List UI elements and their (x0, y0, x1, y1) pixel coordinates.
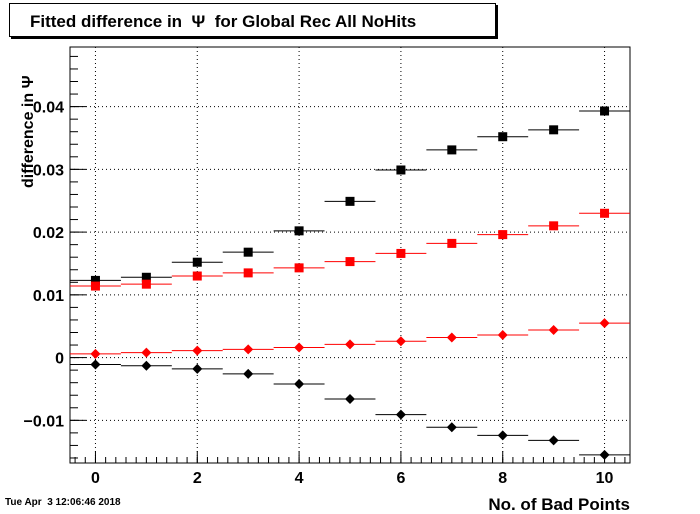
data-point-square (243, 268, 253, 278)
data-point-diamond (497, 430, 508, 441)
x-tick-label: 6 (396, 470, 405, 487)
x-tick-label: 0 (91, 470, 100, 487)
data-point-square (294, 263, 304, 273)
chart-title: Fitted difference in Ψ for Global Rec Al… (30, 12, 417, 31)
data-point-square (498, 230, 508, 240)
data-point-square (345, 257, 355, 267)
data-point-square (549, 221, 559, 231)
data-point-diamond (446, 332, 457, 343)
x-tick-label: 8 (498, 470, 507, 487)
data-point-square (345, 196, 355, 206)
data-point-diamond (548, 435, 559, 446)
data-point-diamond (395, 336, 406, 347)
y-tick-label: −0.01 (24, 413, 65, 430)
data-point-square (192, 257, 202, 267)
data-point-diamond (90, 348, 101, 359)
data-point-square (141, 279, 151, 289)
timestamp: Tue Apr 3 12:06:46 2018 (5, 497, 121, 508)
data-point-diamond (192, 345, 203, 356)
data-point-diamond (599, 449, 610, 460)
series-3 (70, 318, 630, 359)
x-tick-label: 10 (596, 470, 614, 487)
series-4 (70, 359, 630, 460)
data-point-diamond (141, 360, 152, 371)
data-point-square (90, 275, 100, 285)
data-point-diamond (446, 422, 457, 433)
data-point-diamond (599, 318, 610, 329)
data-point-square (600, 106, 610, 116)
data-point-diamond (294, 342, 305, 353)
data-series (70, 106, 630, 460)
x-tick-label: 2 (193, 470, 202, 487)
data-point-diamond (243, 344, 254, 355)
data-point-diamond (243, 368, 254, 379)
y-tick-label: 0.04 (33, 100, 64, 117)
data-point-square (192, 271, 202, 281)
data-point-square (294, 226, 304, 236)
data-point-square (447, 238, 457, 248)
data-point-square (141, 272, 151, 282)
data-point-square (396, 165, 406, 175)
data-point-square (243, 247, 253, 257)
y-tick-label: 0.02 (33, 225, 64, 242)
data-point-diamond (497, 330, 508, 340)
y-tick-label: 0 (55, 351, 64, 368)
axis-tick-labels: 0 2 4 6 8 10 −0.01 0 0.01 0.02 0.03 0.04 (24, 100, 614, 487)
data-point-square (396, 248, 406, 258)
data-point-diamond (90, 359, 101, 370)
data-point-diamond (345, 339, 355, 350)
y-tick-label: 0.03 (33, 162, 64, 179)
data-point-square (90, 281, 100, 291)
title-box: Fitted difference in Ψ for Global Rec Al… (9, 3, 496, 37)
data-point-diamond (141, 347, 152, 358)
data-point-square (549, 125, 559, 135)
data-point-diamond (294, 378, 305, 389)
y-axis-label: difference in Ψ (20, 75, 37, 188)
y-tick-label: 0.01 (33, 288, 64, 305)
data-point-diamond (395, 409, 406, 420)
x-axis-label: No. of Bad Points (488, 495, 630, 514)
data-point-diamond (548, 324, 559, 335)
data-point-diamond (192, 363, 203, 374)
data-point-square (498, 132, 508, 142)
series-2 (70, 208, 630, 291)
x-tick-label: 4 (295, 470, 304, 487)
data-point-square (447, 145, 457, 155)
data-point-square (600, 208, 610, 218)
series-1 (70, 106, 630, 285)
data-point-diamond (345, 394, 355, 404)
